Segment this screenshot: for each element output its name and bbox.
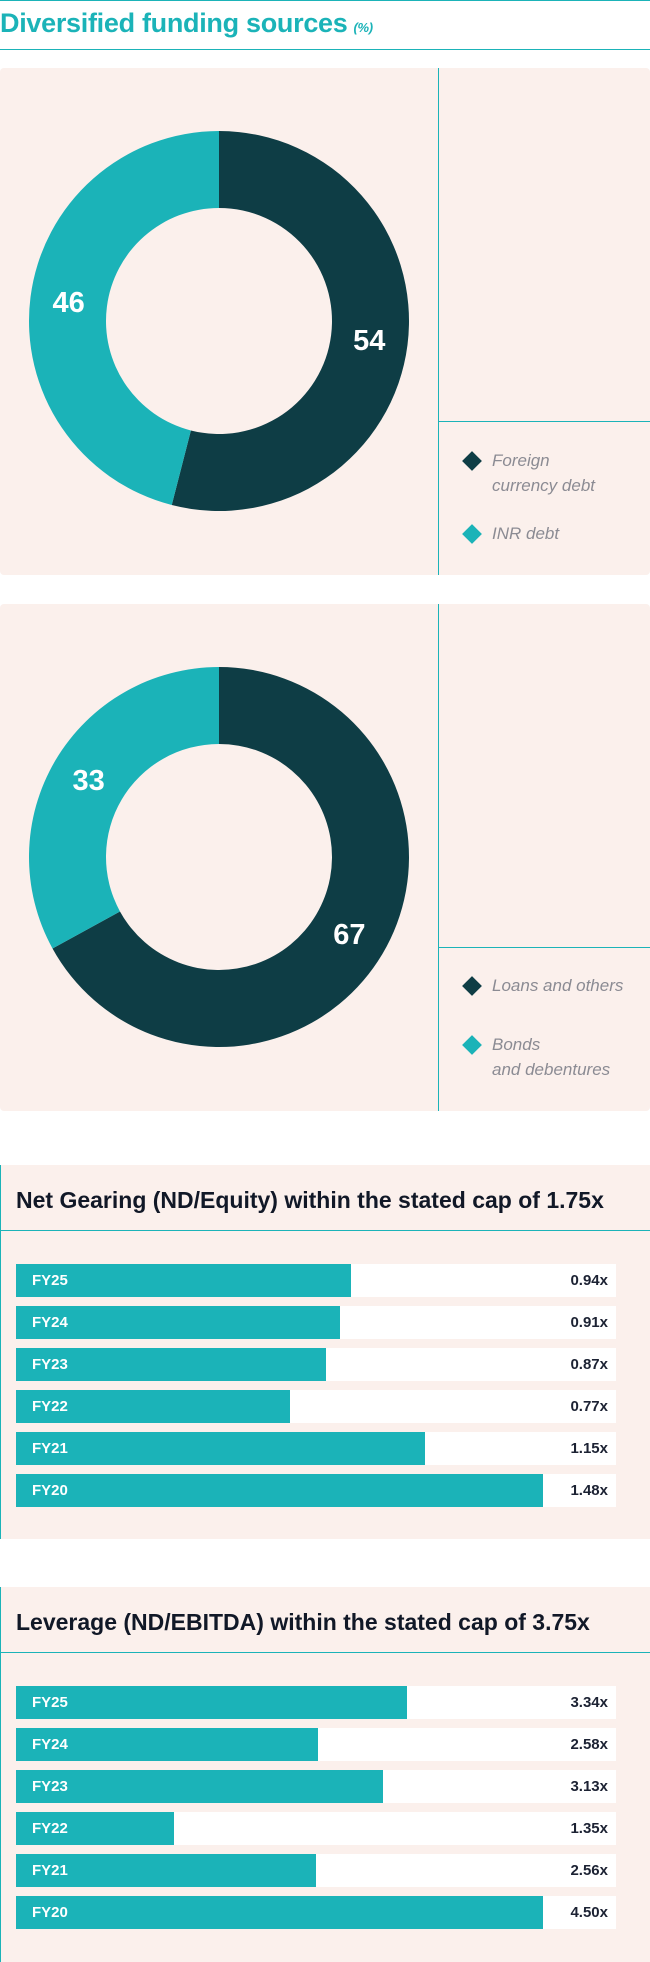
- page-title-text: Diversified funding sources: [0, 8, 348, 38]
- legend-label-line1: INR debt: [492, 524, 560, 543]
- bar-value-label: 0.87x: [570, 1356, 608, 1373]
- panel-left-rule: [0, 1165, 1, 1539]
- bar-row-fy21: FY21 1.15x: [16, 1432, 616, 1465]
- bar-category-label: FY24: [32, 1736, 68, 1753]
- bar-value-label: 4.50x: [570, 1904, 608, 1921]
- bar-value-label: 3.13x: [570, 1778, 608, 1795]
- panel-divider-horizontal: [438, 421, 650, 422]
- bar-value-label: 2.58x: [570, 1736, 608, 1753]
- legend-label-line1: Loans and others: [492, 976, 624, 995]
- bar-category-label: FY25: [32, 1272, 68, 1289]
- bar-fill: [16, 1390, 291, 1423]
- donut-value-label: 46: [53, 287, 85, 319]
- leverage-chart-panel: Leverage (ND/EBITDA) within the stated c…: [0, 1587, 650, 1962]
- bar-row-fy24: FY24 0.91x: [16, 1306, 616, 1339]
- panel-divider-vertical: [438, 604, 439, 1111]
- donut-slice-1: [171, 131, 410, 511]
- donut-value-label: 33: [72, 765, 104, 797]
- chart-title-rule: [0, 1652, 650, 1653]
- legend-label-line1: Bonds: [492, 1035, 541, 1054]
- bar-category-label: FY23: [32, 1778, 68, 1795]
- funding-instrument-donut-panel: 67 33 Loans and others Bonds and debenture…: [0, 604, 650, 1111]
- bar-row-fy25: FY25 0.94x: [16, 1264, 616, 1297]
- bar-category-label: FY24: [32, 1314, 68, 1331]
- bar-value-label: 0.94x: [570, 1272, 608, 1289]
- legend-item-foreign-currency-debt: Foreign currency debt: [462, 448, 650, 498]
- bar-value-label: 3.34x: [570, 1694, 608, 1711]
- net-gearing-chart-title: Net Gearing (ND/Equity) within the state…: [16, 1187, 604, 1213]
- currency-donut-chart: 54 46: [29, 131, 410, 511]
- instrument-donut-chart: 67 33: [28, 667, 409, 1047]
- panel-divider-vertical: [438, 68, 439, 575]
- bar-fill: [16, 1306, 341, 1339]
- bar-fill: [16, 1348, 326, 1381]
- bar-fill: [16, 1686, 408, 1719]
- bar-value-label: 1.35x: [570, 1820, 608, 1837]
- bar-fill: [16, 1812, 175, 1845]
- bar-row-fy22: FY22 1.35x: [16, 1812, 616, 1845]
- bar-row-fy24: FY24 2.58x: [16, 1728, 616, 1761]
- bar-row-fy23: FY23 3.13x: [16, 1770, 616, 1803]
- bar-fill: [16, 1264, 351, 1297]
- leverage-chart-title: Leverage (ND/EBITDA) within the stated c…: [16, 1609, 590, 1635]
- net-gearing-chart-panel: Net Gearing (ND/Equity) within the state…: [0, 1165, 650, 1539]
- bar-fill: [16, 1770, 383, 1803]
- donut-value-label: 67: [333, 919, 365, 951]
- bar-row-fy20: FY20 1.48x: [16, 1474, 616, 1507]
- bar-row-fy25: FY25 3.34x: [16, 1686, 616, 1719]
- chart-title-rule: [0, 1230, 650, 1231]
- donut-slice-1: [52, 667, 409, 1047]
- bar-value-label: 1.48x: [570, 1482, 608, 1499]
- bar-fill: [16, 1896, 544, 1929]
- bar-value-label: 0.77x: [570, 1398, 608, 1415]
- bar-value-label: 2.56x: [570, 1862, 608, 1879]
- panel-divider-horizontal: [438, 947, 650, 948]
- bar-fill: [16, 1854, 316, 1887]
- page-title: Diversified funding sources (%): [0, 8, 373, 39]
- legend-item-bonds-and-debentures: Bonds and debentures: [462, 1032, 650, 1082]
- bar-category-label: FY22: [32, 1398, 68, 1415]
- bar-row-fy21: FY21 2.56x: [16, 1854, 616, 1887]
- bar-fill: [16, 1432, 426, 1465]
- bar-fill: [16, 1474, 543, 1507]
- donut-slice-2: [29, 131, 220, 506]
- legend-label-line2: currency debt: [492, 476, 595, 495]
- panel-left-rule: [0, 1587, 1, 1962]
- bar-category-label: FY21: [32, 1440, 68, 1457]
- bar-row-fy23: FY23 0.87x: [16, 1348, 616, 1381]
- donut-slice-2: [28, 667, 219, 949]
- page-title-unit: (%): [353, 20, 373, 35]
- page-header: Diversified funding sources (%): [0, 0, 650, 50]
- bar-category-label: FY20: [32, 1904, 68, 1921]
- bar-row-fy20: FY20 4.50x: [16, 1896, 616, 1929]
- legend-label-line2: and debentures: [492, 1060, 611, 1079]
- header-bottom-rule: [0, 49, 650, 50]
- legend-item-inr-debt: INR debt: [462, 521, 650, 546]
- bar-category-label: FY21: [32, 1862, 68, 1879]
- donut-value-label: 54: [353, 325, 385, 357]
- bar-category-label: FY22: [32, 1820, 68, 1837]
- bar-row-fy22: FY22 0.77x: [16, 1390, 616, 1423]
- bar-fill: [16, 1728, 319, 1761]
- bar-value-label: 0.91x: [570, 1314, 608, 1331]
- bar-category-label: FY23: [32, 1356, 68, 1373]
- header-top-rule: [0, 0, 650, 1]
- bar-category-label: FY25: [32, 1694, 68, 1711]
- bar-category-label: FY20: [32, 1482, 68, 1499]
- funding-currency-donut-panel: 54 46 Foreign currency debt INR debt: [0, 68, 650, 575]
- legend-label-line1: Foreign: [492, 451, 550, 470]
- bar-value-label: 1.15x: [570, 1440, 608, 1457]
- legend-item-loans-and-others: Loans and others: [462, 973, 650, 998]
